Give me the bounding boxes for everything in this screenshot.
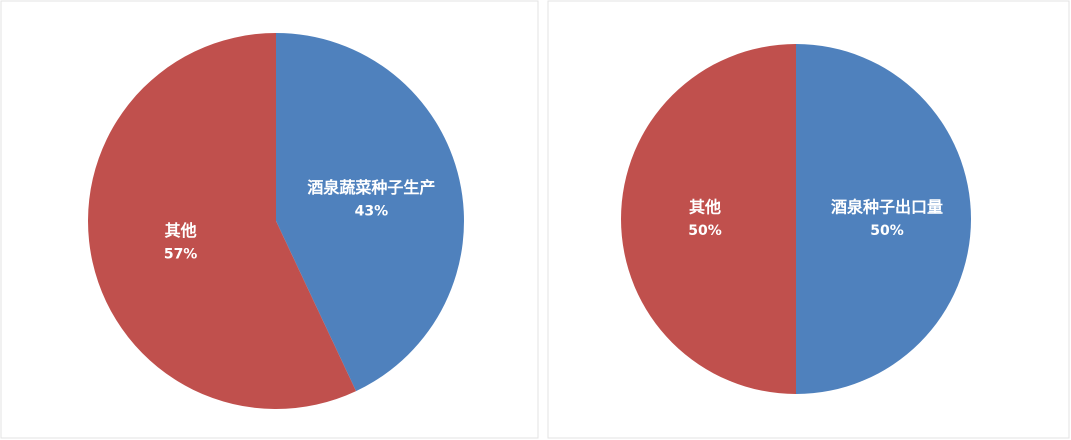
- slice-value: 57%: [164, 246, 198, 262]
- slice-label: 其他: [165, 221, 197, 240]
- pie-slice: [87, 33, 357, 409]
- pie-slice: [276, 33, 464, 392]
- pie-slice: [796, 44, 971, 394]
- slice-label: 其他: [689, 198, 721, 217]
- slice-value: 43%: [355, 204, 389, 220]
- slice-label: 酒泉种子出口量: [831, 198, 943, 217]
- slice-value: 50%: [688, 223, 722, 239]
- pie-slice: [621, 44, 796, 394]
- slice-label: 酒泉蔬菜种子生产: [307, 178, 435, 197]
- slice-value: 50%: [870, 223, 904, 239]
